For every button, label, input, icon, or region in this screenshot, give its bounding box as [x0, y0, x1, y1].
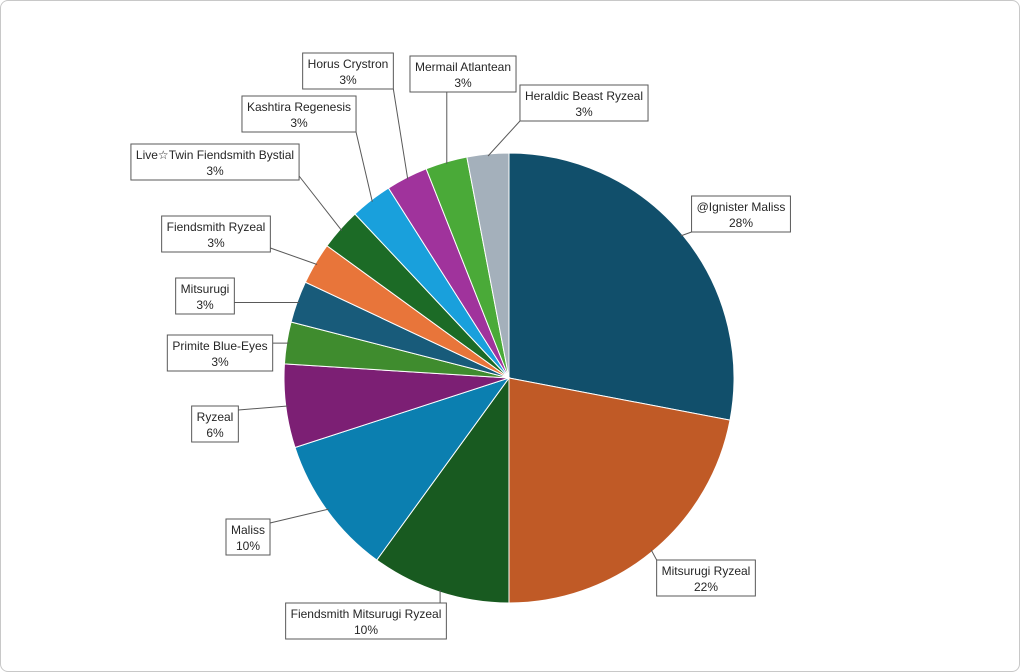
data-label-ignister-maliss: @Ignister Maliss 28% [691, 195, 791, 233]
leader-line-horus-crystron [392, 88, 409, 180]
data-label-name: Ryzeal [197, 410, 234, 424]
data-label-mitsurugi-ryzeal: Mitsurugi Ryzeal 22% [656, 559, 756, 597]
data-label-value: 22% [694, 580, 718, 594]
leader-line-heraldic-beast-ryzeal [487, 120, 521, 157]
data-label-name: Heraldic Beast Ryzeal [525, 89, 643, 103]
pie-slice-maliss [294, 377, 511, 561]
data-labels: @Ignister Maliss 28% Mitsurugi Ryzeal 22% Fi… [130, 52, 791, 640]
leader-lines [234, 88, 692, 603]
data-label-horus-crystron: Horus Crystron 3% [302, 52, 394, 90]
data-label-value: 28% [729, 216, 753, 230]
data-label-name: Fiendsmith Mitsurugi Ryzeal [291, 607, 442, 621]
data-label-value: 10% [236, 539, 260, 553]
data-label-fiendsmith-ryzeal: Fiendsmith Ryzeal 3% [161, 215, 271, 253]
data-label-name: Kashtira Regenesis [247, 100, 351, 114]
leader-line-fiendsmith-ryzeal [270, 247, 318, 265]
data-label-value: 3% [290, 116, 308, 130]
data-label-ryzeal: Ryzeal 6% [191, 405, 239, 443]
data-label-name: @Ignister Maliss [697, 200, 786, 214]
data-label-kashtira-regenesis: Kashtira Regenesis 3% [241, 95, 357, 133]
data-label-value: 3% [339, 73, 357, 87]
data-label-name: Mermail Atlantean [415, 60, 511, 74]
data-label-name: Maliss [231, 523, 265, 537]
pie-slice-fiendsmith-mitsurugi-ryzeal [376, 376, 510, 604]
leader-line-ryzeal [238, 405, 288, 411]
data-label-value: 6% [206, 426, 224, 440]
data-label-name: Mitsurugi Ryzeal [662, 564, 751, 578]
leader-line-mitsurugi-ryzeal [650, 549, 658, 561]
data-label-value: 3% [207, 236, 225, 250]
data-label-value: 3% [211, 355, 229, 369]
data-label-maliss: Maliss 10% [225, 518, 271, 556]
pie-slices [283, 152, 735, 604]
leader-line-maliss [269, 508, 329, 524]
pie-slice-ignister-maliss [508, 152, 735, 421]
data-label-live-twin-fiendsmith-bystial: Live☆Twin Fiendsmith Bystial 3% [130, 143, 300, 181]
data-label-name: Horus Crystron [308, 57, 389, 71]
data-label-value: 3% [206, 164, 224, 178]
data-label-name: Mitsurugi [181, 282, 230, 296]
pie-slice-heraldic-beast-ryzeal [466, 152, 510, 379]
data-label-value: 3% [454, 76, 472, 90]
leader-line-ignister-maliss [680, 231, 692, 237]
data-label-mitsurugi: Mitsurugi 3% [175, 277, 235, 315]
data-label-value: 3% [196, 298, 214, 312]
leader-line-kashtira-regenesis [355, 131, 373, 202]
data-label-mermail-atlantean: Mermail Atlantean 3% [409, 55, 517, 93]
leader-line-live-twin-fiendsmith-bystial [298, 175, 343, 231]
data-label-name: Fiendsmith Ryzeal [167, 220, 266, 234]
data-label-value: 10% [354, 623, 378, 637]
data-label-value: 3% [575, 105, 593, 119]
data-label-primite-blue-eyes: Primite Blue-Eyes 3% [166, 334, 274, 372]
data-label-fiendsmith-mitsurugi-ryzeal: Fiendsmith Mitsurugi Ryzeal 10% [285, 602, 447, 640]
data-label-name: Live☆Twin Fiendsmith Bystial [136, 148, 294, 162]
data-label-heraldic-beast-ryzeal: Heraldic Beast Ryzeal 3% [519, 84, 649, 122]
data-label-name: Primite Blue-Eyes [172, 339, 267, 353]
